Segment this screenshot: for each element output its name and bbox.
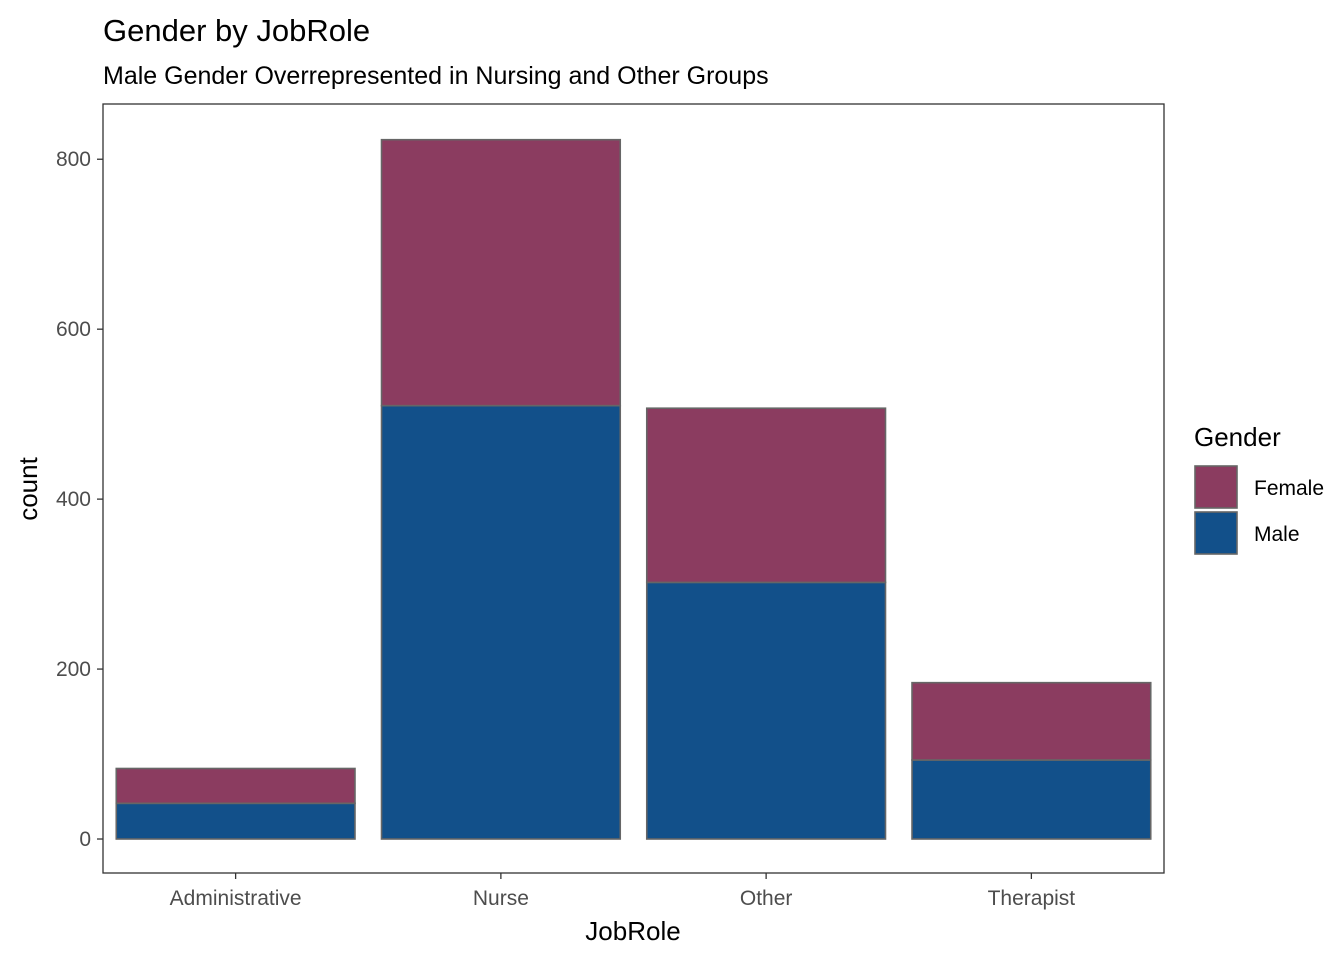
plot-panel-border [102,103,1165,874]
bar-therapist-male [911,759,1152,840]
x-tick-label: Nurse [473,887,529,910]
y-tick-label: 0 [79,828,91,851]
x-axis-title: JobRole [585,916,680,946]
y-tick-label: 400 [56,488,91,511]
plot-area [115,138,1152,840]
bar-other-female [645,407,887,584]
bar-administrative-male [115,802,356,840]
bar-therapist-female [911,681,1152,761]
legend-swatch-female [1194,465,1238,509]
legend-label-male: Male [1254,523,1300,546]
bar-other-male [645,581,887,840]
y-tick-label: 600 [56,318,91,341]
legend-title: Gender [1194,422,1281,452]
axes: 0 200 400 600 800 Administrative Nurse Other The… [56,148,1075,910]
legend-swatch-male [1194,511,1238,555]
x-tick-label: Therapist [988,887,1076,910]
bar-nurse-male [380,404,622,840]
bar-nurse-female [380,138,622,407]
legend: Gender Female Male [1194,422,1324,555]
chart-subtitle: Male Gender Overrepresented in Nursing a… [103,62,769,90]
y-axis-title: count [13,456,43,520]
bar-administrative-female [115,767,356,805]
x-tick-label: Administrative [170,887,302,910]
y-tick-label: 200 [56,658,91,681]
chart-title: Gender by JobRole [103,13,370,48]
y-tick-label: 800 [56,148,91,171]
legend-label-female: Female [1254,477,1324,500]
x-tick-label: Other [740,887,793,910]
